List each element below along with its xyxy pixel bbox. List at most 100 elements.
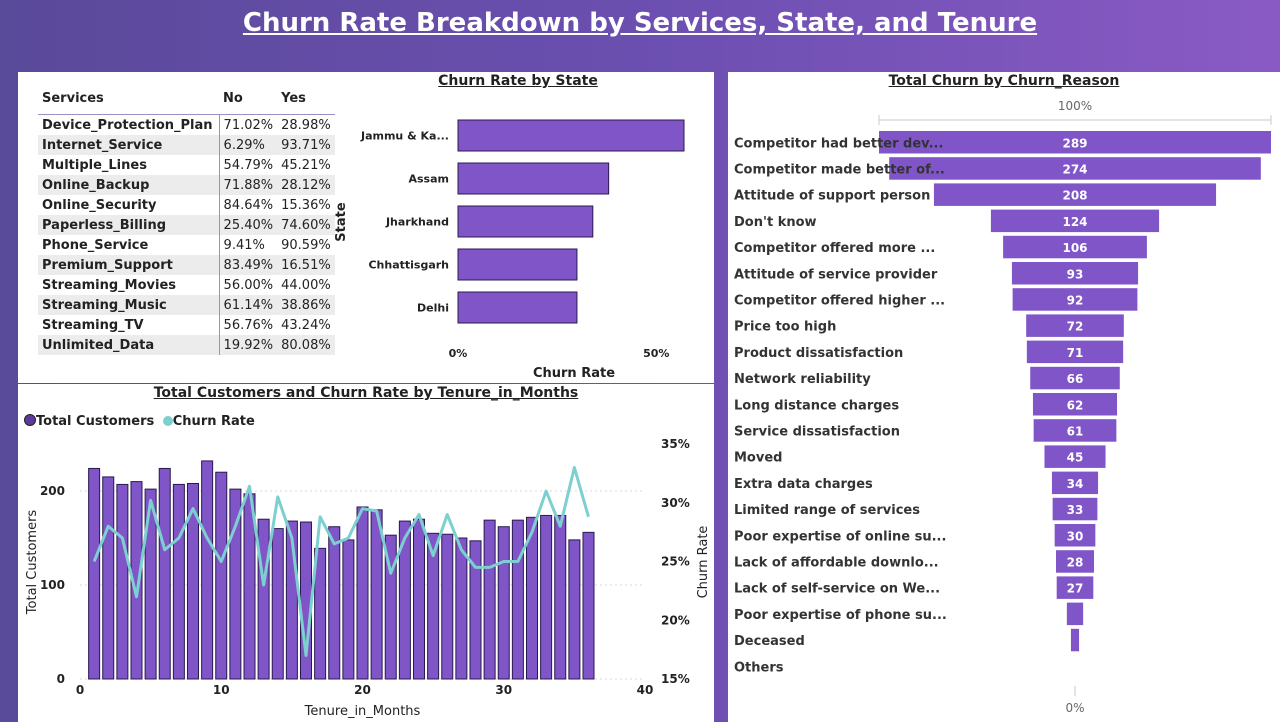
table-row[interactable]: Premium_Support 83.49% 16.51% bbox=[38, 255, 335, 275]
churn-reason-funnel: 100% 0% Competitor had better dev... 289 Com… bbox=[734, 99, 1272, 715]
table-row[interactable]: Multiple_Lines 54.79% 45.21% bbox=[38, 155, 335, 175]
funnel-bar[interactable] bbox=[889, 157, 1261, 180]
funnel-bar[interactable] bbox=[1012, 288, 1138, 311]
cell-service: Streaming_TV bbox=[38, 315, 220, 335]
tenure-bar[interactable] bbox=[186, 482, 200, 680]
funnel-bar[interactable] bbox=[933, 183, 1217, 206]
tenure-bar[interactable] bbox=[285, 520, 298, 680]
cell-yes: 15.36% bbox=[281, 197, 331, 213]
table-row[interactable]: Online_Security 84.64% 15.36% bbox=[38, 195, 335, 215]
table-row[interactable]: Unlimited_Data 19.92% 80.08% bbox=[38, 335, 335, 355]
cell-yes: 28.98% bbox=[281, 117, 331, 133]
tenure-x-tick: 0 bbox=[76, 683, 84, 697]
tenure-bar[interactable] bbox=[384, 534, 397, 680]
tenure-bar[interactable] bbox=[328, 526, 341, 680]
tenure-bar[interactable] bbox=[427, 532, 440, 680]
tenure-y-tick: 0 bbox=[57, 672, 65, 686]
tenure-bar[interactable] bbox=[398, 520, 411, 680]
state-x-tick: 0% bbox=[449, 347, 468, 360]
tenure-bar[interactable] bbox=[314, 547, 327, 680]
tenure-bar[interactable] bbox=[88, 467, 101, 680]
table-row[interactable]: Phone_Service 9.41% 90.59% bbox=[38, 235, 335, 255]
tenure-bar[interactable] bbox=[469, 540, 482, 680]
tenure-x-tick: 20 bbox=[354, 683, 371, 697]
table-row[interactable]: Online_Backup 71.88% 28.12% bbox=[38, 175, 335, 195]
tenure-bar[interactable] bbox=[116, 483, 129, 680]
table-row[interactable]: Streaming_Music 61.14% 38.86% bbox=[38, 295, 335, 315]
tenure-bar[interactable] bbox=[215, 471, 228, 680]
tenure-bar[interactable] bbox=[568, 539, 581, 680]
funnel-category-label: Competitor had better dev... bbox=[734, 136, 943, 151]
funnel-bar[interactable] bbox=[1052, 497, 1098, 521]
tenure-bar[interactable] bbox=[271, 528, 284, 680]
col-header-no[interactable]: No bbox=[219, 88, 278, 115]
funnel-data-label: 72 bbox=[1067, 320, 1084, 334]
funnel-data-label: 92 bbox=[1067, 293, 1084, 307]
tenure-x-tick: 10 bbox=[213, 683, 230, 697]
tenure-bar[interactable] bbox=[144, 488, 157, 680]
funnel-bar[interactable] bbox=[1026, 340, 1124, 364]
funnel-bar[interactable] bbox=[1070, 628, 1080, 652]
legend-label-churn-rate[interactable]: Churn Rate bbox=[172, 414, 255, 429]
funnel-bar[interactable] bbox=[1051, 471, 1099, 495]
funnel-bar[interactable] bbox=[879, 131, 1271, 154]
cell-service: Streaming_Movies bbox=[38, 275, 220, 295]
funnel-bar[interactable] bbox=[1054, 524, 1096, 547]
funnel-bar[interactable] bbox=[1026, 314, 1124, 337]
tenure-y2-tick: 35% bbox=[661, 437, 690, 451]
table-row[interactable]: Streaming_Movies 56.00% 44.00% bbox=[38, 275, 335, 295]
funnel-data-label: 124 bbox=[1062, 215, 1087, 229]
funnel-bar[interactable] bbox=[1056, 550, 1094, 573]
churn-rate-line[interactable] bbox=[92, 466, 590, 657]
funnel-bar[interactable] bbox=[1056, 576, 1094, 599]
cell-yes: 90.59% bbox=[281, 237, 331, 253]
state-bar[interactable] bbox=[457, 205, 594, 238]
tenure-bar[interactable] bbox=[342, 539, 355, 680]
cell-yes: 38.86% bbox=[277, 295, 335, 315]
tenure-bar[interactable] bbox=[370, 509, 383, 680]
tenure-bar[interactable] bbox=[483, 519, 496, 680]
state-bar[interactable] bbox=[457, 291, 578, 324]
funnel-bar[interactable] bbox=[1033, 419, 1117, 442]
tenure-bar[interactable] bbox=[257, 518, 270, 680]
tenure-bar[interactable] bbox=[455, 537, 468, 680]
funnel-bar[interactable] bbox=[1011, 262, 1139, 285]
funnel-bar[interactable] bbox=[990, 209, 1160, 233]
state-bar[interactable] bbox=[457, 119, 685, 152]
cell-no: 71.88% bbox=[219, 175, 278, 195]
table-row[interactable]: Streaming_TV 56.76% 43.24% bbox=[38, 315, 335, 335]
tenure-bar[interactable] bbox=[201, 460, 214, 680]
funnel-bar[interactable] bbox=[1066, 602, 1084, 626]
tenure-bar[interactable] bbox=[525, 516, 539, 680]
tenure-bar[interactable] bbox=[497, 526, 510, 680]
tenure-bar[interactable] bbox=[540, 514, 553, 680]
funnel-bar[interactable] bbox=[1032, 393, 1118, 416]
col-header-yes[interactable]: Yes bbox=[277, 88, 335, 115]
table-row[interactable]: Paperless_Billing 25.40% 74.60% bbox=[38, 215, 335, 235]
tenure-bar[interactable] bbox=[511, 519, 524, 680]
tenure-bar[interactable] bbox=[412, 518, 426, 680]
legend-marker-churn-rate bbox=[162, 416, 173, 426]
tenure-bar[interactable] bbox=[554, 514, 567, 680]
cell-yes: 74.60% bbox=[277, 215, 335, 235]
funnel-bar[interactable] bbox=[1044, 445, 1106, 468]
tenure-bar[interactable] bbox=[130, 481, 143, 680]
tenure-bar[interactable] bbox=[229, 488, 242, 680]
funnel-bar[interactable] bbox=[1030, 366, 1120, 390]
funnel-bar[interactable] bbox=[1003, 235, 1147, 259]
table-row[interactable]: Internet_Service 6.29% 93.71% bbox=[38, 135, 335, 155]
state-bar[interactable] bbox=[457, 162, 610, 195]
tenure-bar[interactable] bbox=[158, 467, 171, 680]
table-row[interactable]: Device_Protection_Plan 71.02% 28.98% bbox=[38, 114, 335, 135]
state-bar[interactable] bbox=[457, 248, 578, 281]
legend-label-total-customers[interactable]: Total Customers bbox=[36, 414, 155, 429]
tenure-bar[interactable] bbox=[172, 483, 185, 680]
tenure-bar[interactable] bbox=[441, 533, 454, 680]
tenure-bar[interactable] bbox=[102, 476, 115, 680]
churn-reason-panel: Total Churn by Churn_Reason 100% 0% Compet… bbox=[728, 72, 1280, 722]
col-header-services[interactable]: Services bbox=[38, 88, 220, 115]
tenure-bar[interactable] bbox=[582, 531, 595, 680]
funnel-category-label: Lack of affordable downlo... bbox=[734, 555, 939, 570]
tenure-x-tick: 30 bbox=[495, 683, 512, 697]
tenure-bar[interactable] bbox=[356, 506, 369, 680]
